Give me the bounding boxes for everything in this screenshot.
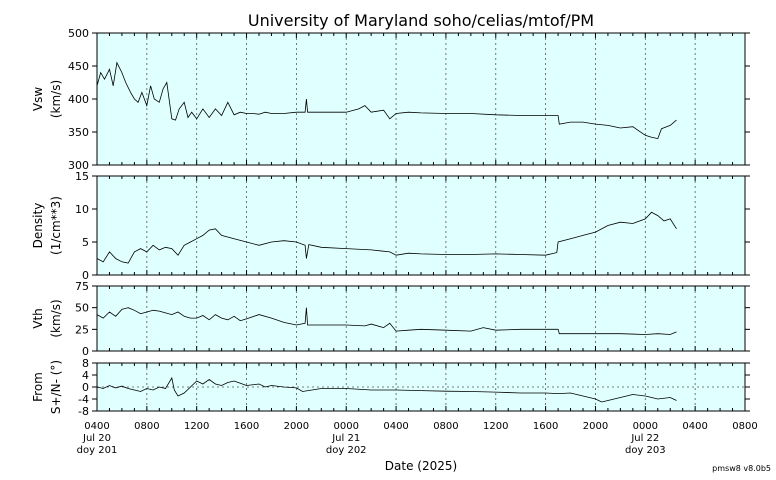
x-axis-label: Date (2025) [385, 459, 457, 473]
y-tick-label: -8 [78, 405, 89, 418]
x-tick-label: 1200 [184, 421, 209, 432]
version-footer: pmsw8 v8.0b5 [712, 464, 771, 473]
y-axis-unit: (1/cm**3) [49, 196, 63, 255]
series-line-vsw [96, 61, 677, 140]
y-tick-label: 15 [75, 170, 89, 183]
x-tick-label: 2000 [284, 421, 309, 432]
y-tick-label: 300 [68, 159, 89, 172]
y-tick-label: 350 [68, 126, 89, 139]
y-tick-label: 75 [75, 280, 89, 293]
x-tick-label: doy 203 [625, 445, 666, 456]
y-tick-label: 400 [68, 93, 89, 106]
y-axis-label: Density [31, 203, 45, 249]
y-axis-unit: S+/N- (°) [49, 360, 63, 414]
y-axis-unit: (km/s) [49, 80, 63, 118]
y-tick-label: -4 [78, 393, 89, 406]
panel-vth: 0 25 50 75 Vth (km/s) [31, 280, 750, 358]
panel-background [96, 175, 746, 276]
x-tick-label: 2000 [583, 421, 608, 432]
series-line-vth [96, 307, 677, 335]
x-tick-label: 1200 [483, 421, 508, 432]
y-axis-label: Vsw [31, 87, 45, 111]
x-tick-label: 1600 [234, 421, 259, 432]
panel-background [96, 32, 746, 166]
y-tick-label: 4 [82, 369, 89, 382]
y-axis-label: From [31, 372, 45, 402]
y-axis-unit: (km/s) [49, 299, 63, 337]
y-tick-label: 50 [75, 302, 89, 315]
x-tick-label: 0800 [433, 421, 458, 432]
x-tick-label: Jul 20 [82, 433, 111, 444]
x-tick-label: 0000 [334, 421, 359, 432]
y-tick-label: 450 [68, 60, 89, 73]
y-tick-label: 8 [82, 357, 89, 370]
x-tick-label: 0400 [383, 421, 408, 432]
x-tick-label: Jul 22 [630, 433, 659, 444]
y-tick-label: 0 [82, 381, 89, 394]
y-tick-label: 10 [75, 203, 89, 216]
x-tick-label: Jul 21 [331, 433, 360, 444]
x-tick-label: 0800 [732, 421, 757, 432]
series-line-density [96, 211, 677, 264]
x-tick-label: 0400 [84, 421, 109, 432]
x-tick-label: 0800 [134, 421, 159, 432]
panel-vsw: 300 350 400 450 500 Vsw (km/s) [31, 27, 750, 172]
x-tick-label: doy 201 [77, 445, 118, 456]
x-tick-label: 1600 [533, 421, 558, 432]
y-tick-label: 0 [82, 269, 89, 282]
y-tick-label: 25 [75, 323, 89, 336]
panel-density: 0 5 10 15 Density (1/cm**3) [31, 170, 750, 282]
y-tick-label: 5 [82, 236, 89, 249]
x-tick-label: 0400 [682, 421, 707, 432]
y-tick-label: 0 [82, 345, 89, 358]
x-tick-label: 0000 [633, 421, 658, 432]
series-line-from [96, 376, 677, 403]
y-tick-label: 500 [68, 27, 89, 40]
y-axis-label: Vth [31, 308, 45, 329]
x-tick-label: doy 202 [326, 445, 367, 456]
panel-background [96, 285, 746, 352]
chart-title: University of Maryland soho/celias/mtof/… [248, 11, 594, 30]
